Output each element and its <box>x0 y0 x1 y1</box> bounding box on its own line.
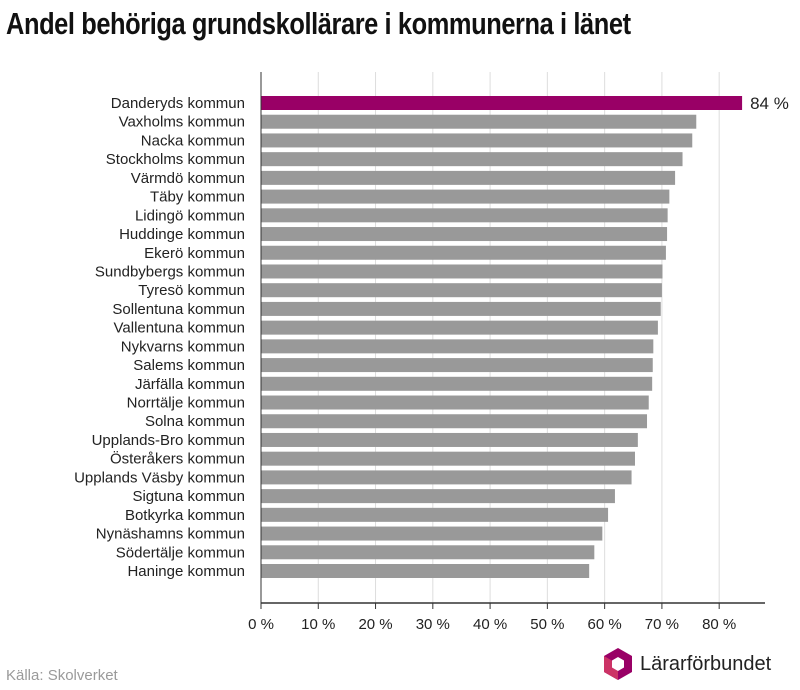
category-label: Stockholms kommun <box>106 151 245 168</box>
lararforbundet-logo-icon <box>604 648 632 680</box>
category-label: Upplands-Bro kommun <box>92 432 245 449</box>
category-label: Södertälje kommun <box>116 544 245 561</box>
bar <box>261 96 743 110</box>
bar <box>261 152 683 167</box>
bar <box>261 526 603 541</box>
x-tick-label: 40 % <box>473 616 507 633</box>
brand-name: Lärarförbundet <box>640 653 772 675</box>
bar <box>261 208 668 223</box>
category-label: Sigtuna kommun <box>132 488 245 505</box>
bar <box>261 489 615 504</box>
bar <box>261 114 697 129</box>
bar <box>261 339 654 354</box>
category-label: Haninge kommun <box>127 563 245 580</box>
bar <box>261 395 649 410</box>
bar <box>261 264 663 279</box>
bar <box>261 283 662 298</box>
chart-title: Andel behöriga grundskollärare i kommune… <box>6 6 631 41</box>
bar <box>261 245 666 260</box>
data-label: 84 % <box>750 94 789 113</box>
x-tick-label: 0 % <box>248 616 274 633</box>
bar <box>261 376 653 391</box>
category-label: Tyresö kommun <box>138 282 245 299</box>
bar <box>261 432 638 447</box>
category-label: Nynäshamns kommun <box>96 526 245 543</box>
category-label: Sundbybergs kommun <box>95 263 245 280</box>
gridlines <box>317 72 720 603</box>
category-label: Danderyds kommun <box>111 95 245 112</box>
x-tick-label: 50 % <box>530 616 564 633</box>
category-label: Vallentuna kommun <box>114 320 245 337</box>
category-label: Ekerö kommun <box>144 245 245 262</box>
category-label: Vaxholms kommun <box>119 114 245 131</box>
category-label: Järfälla kommun <box>135 376 245 393</box>
x-tick-label: 60 % <box>588 616 622 633</box>
category-label: Nacka kommun <box>141 132 245 149</box>
bar <box>261 133 693 148</box>
bar <box>261 227 668 242</box>
bar <box>261 301 661 316</box>
bar <box>261 414 648 429</box>
bar <box>261 507 609 522</box>
bar <box>261 170 676 185</box>
category-label: Norrtälje kommun <box>127 395 245 412</box>
bar <box>261 470 632 485</box>
bar <box>261 564 590 578</box>
x-tick-label: 10 % <box>301 616 335 633</box>
bar <box>261 358 653 373</box>
source-note: Källa: Skolverket <box>6 667 118 684</box>
category-label: Solna kommun <box>145 413 245 430</box>
category-label: Värmdö kommun <box>131 170 245 187</box>
category-label: Salems kommun <box>133 357 245 374</box>
category-label: Nykvarns kommun <box>121 338 245 355</box>
x-tick-label: 20 % <box>358 616 392 633</box>
logo-hex-inner-icon <box>612 657 624 671</box>
bar <box>261 451 635 466</box>
category-label: Sollentuna kommun <box>112 301 245 318</box>
category-label: Österåkers kommun <box>110 450 245 468</box>
category-label: Botkyrka kommun <box>125 507 245 524</box>
category-label: Upplands Väsby kommun <box>74 469 245 486</box>
category-label: Täby kommun <box>150 189 245 206</box>
x-tick-label: 80 % <box>702 616 736 633</box>
bar <box>261 320 658 335</box>
x-axis: 0 % 10 % 20 % 30 % 40 % 50 % 60 % 70 % 80 % <box>248 72 765 633</box>
category-label: Huddinge kommun <box>119 226 245 243</box>
x-tick-label: 30 % <box>416 616 450 633</box>
bar <box>261 189 670 204</box>
bar <box>261 545 595 560</box>
category-label: Lidingö kommun <box>135 207 245 224</box>
bars: 84 % <box>261 94 789 578</box>
brand-logo: Lärarförbundet <box>602 647 798 683</box>
x-tick-label: 70 % <box>645 616 679 633</box>
